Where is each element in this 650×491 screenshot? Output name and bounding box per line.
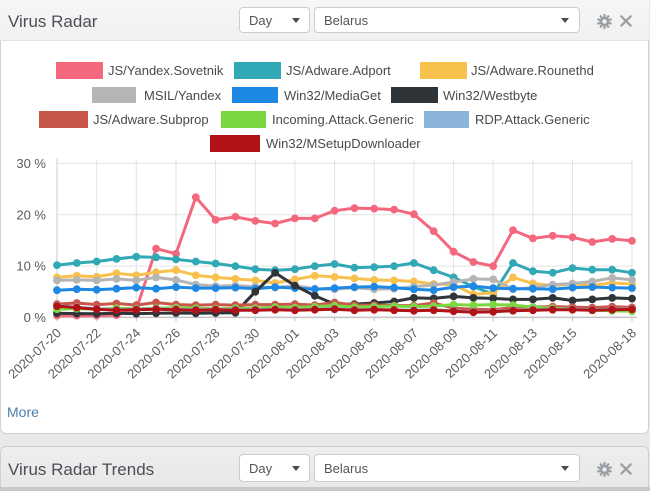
svg-text:10 %: 10 % [16,259,46,274]
svg-text:30 %: 30 % [16,156,46,171]
svg-text:20 %: 20 % [16,207,46,222]
svg-text:2020-08-18: 2020-08-18 [580,325,639,381]
svg-text:0 %: 0 % [24,310,47,325]
